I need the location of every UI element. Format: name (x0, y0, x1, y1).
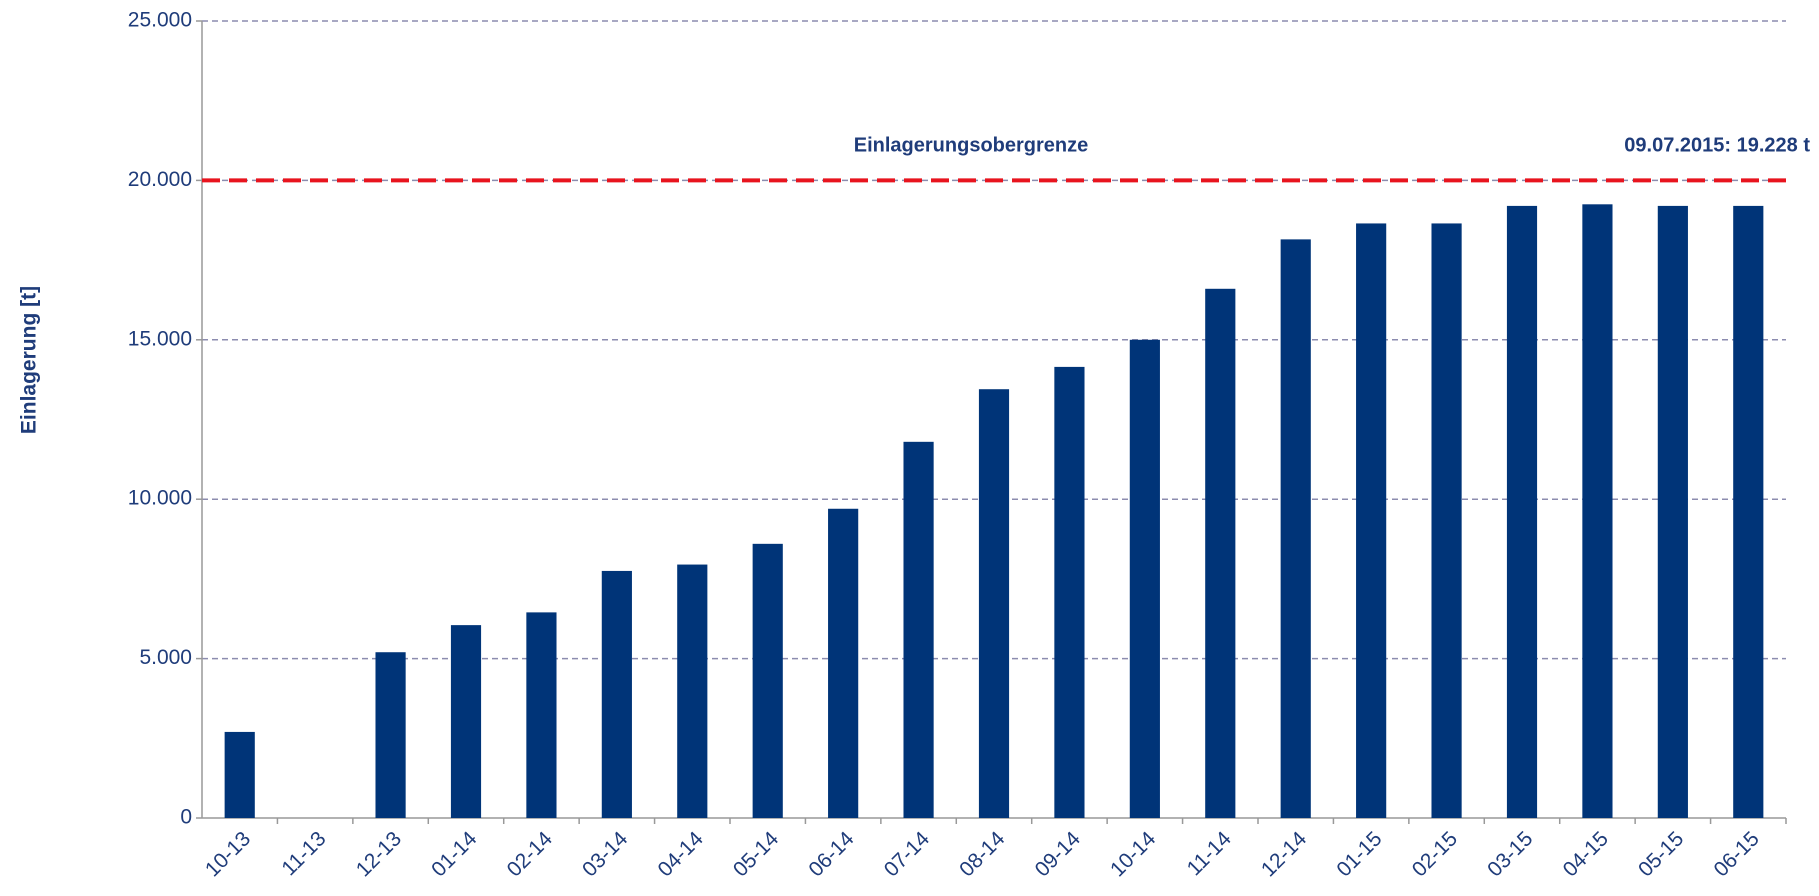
x-tick-label: 06-15 (1709, 827, 1763, 881)
bar (601, 570, 632, 818)
x-tick-label: 05-15 (1634, 827, 1688, 881)
x-tick-label: 04-14 (653, 827, 707, 881)
x-tick-label: 11-13 (277, 827, 330, 880)
bar (375, 652, 406, 818)
x-tick-label: 01-15 (1332, 827, 1386, 881)
y-tick-label: 0 (180, 806, 192, 829)
x-tick-label: 09-14 (1031, 827, 1085, 881)
annotation: 09.07.2015: 19.228 t (1624, 135, 1810, 157)
y-tick-label: 20.000 (128, 168, 192, 191)
bar (1280, 239, 1311, 819)
bar (1506, 205, 1538, 819)
bar (752, 543, 783, 818)
x-tick-label: 06-14 (804, 827, 858, 881)
x-tick-label: 01-14 (427, 827, 481, 881)
reference-line-label: Einlagerungsobergrenze (854, 135, 1089, 157)
bar (1657, 205, 1688, 819)
bar (1054, 366, 1085, 818)
x-tick-label: 03-14 (578, 827, 632, 881)
x-tick-label: 08-14 (955, 827, 1009, 881)
x-tick-label: 02-14 (503, 827, 557, 881)
x-tick-label: 02-15 (1408, 827, 1462, 881)
x-tick-label: 07-14 (880, 827, 934, 881)
x-tick-label: 03-15 (1483, 827, 1537, 881)
x-tick-label: 04-15 (1559, 827, 1613, 881)
bar (224, 731, 255, 818)
x-tick-label: 10-13 (201, 827, 255, 881)
bar (1431, 223, 1462, 819)
bar (1205, 288, 1236, 818)
bar (677, 564, 708, 818)
x-tick-label: 11-14 (1183, 827, 1236, 880)
y-tick-label: 5.000 (139, 646, 192, 669)
y-tick-label: 10.000 (128, 487, 192, 510)
bar (1129, 339, 1160, 818)
y-tick-label: 25.000 (128, 9, 192, 32)
x-tick-label: 10-14 (1106, 827, 1160, 881)
bar (1356, 223, 1387, 819)
bar (978, 389, 1010, 818)
y-tick-label: 15.000 (128, 327, 192, 350)
bar (903, 441, 934, 818)
bar (526, 612, 557, 818)
y-axis-label: Einlagerung [t] (18, 286, 41, 434)
bar (450, 625, 482, 818)
x-tick-label: 05-14 (729, 827, 783, 881)
x-tick-label: 12-14 (1257, 827, 1311, 881)
bar (828, 508, 859, 818)
x-tick-label: 12-13 (352, 827, 406, 881)
bar (1582, 204, 1613, 818)
bar (1733, 205, 1764, 819)
